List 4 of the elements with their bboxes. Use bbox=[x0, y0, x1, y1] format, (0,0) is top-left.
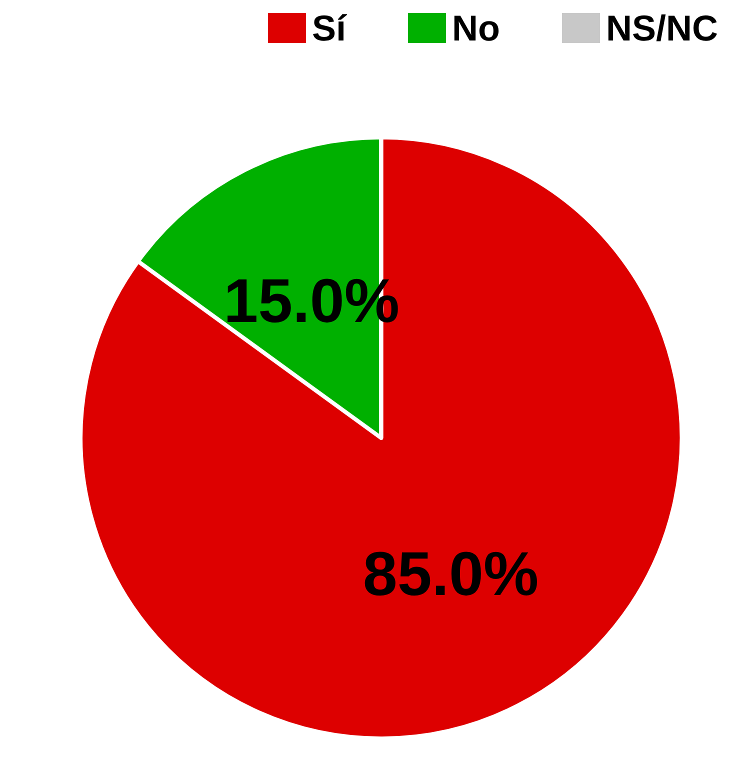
legend-label: NS/NC bbox=[606, 8, 718, 48]
data-label: 85.0% bbox=[362, 540, 539, 609]
legend-label: No bbox=[452, 8, 500, 48]
legend-label: Sí bbox=[312, 8, 347, 48]
